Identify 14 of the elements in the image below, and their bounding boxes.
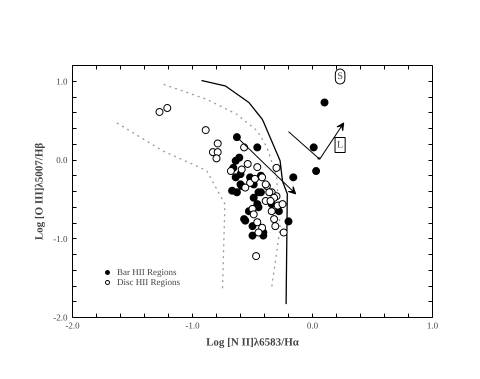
- x-tick-label: -2.0: [65, 320, 80, 330]
- y-tick-label: -2.0: [53, 312, 68, 322]
- y-tick-label: 1.0: [56, 76, 68, 86]
- legend-label: Disc HII Regions: [117, 277, 180, 287]
- x-axis-title: Log [N II]λ6583/Hα: [206, 336, 300, 348]
- x-tick-label: -1.0: [185, 320, 200, 330]
- legend-label: Bar HII Regions: [117, 267, 176, 277]
- annotation: L: [337, 140, 344, 151]
- y-tick-label: -1.0: [53, 234, 68, 244]
- x-tick-label: 0.0: [306, 320, 319, 330]
- y-tick-label: 0.0: [56, 155, 68, 165]
- y-axis-title: Log [O III]λ5007/Hβ: [33, 142, 46, 240]
- x-tick-label: 1.0: [426, 320, 439, 330]
- annotation: S: [337, 71, 343, 82]
